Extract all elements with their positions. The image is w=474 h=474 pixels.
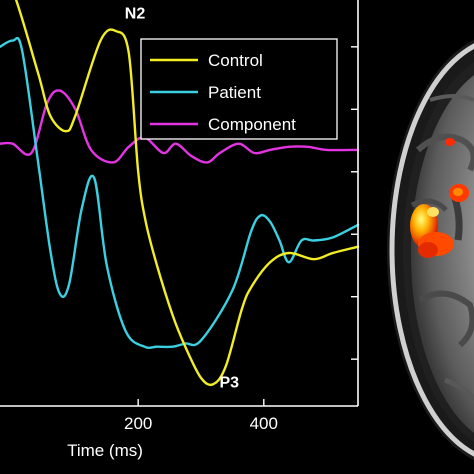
x-tick-label: 200: [124, 414, 152, 433]
legend-label-component: Component: [208, 115, 296, 134]
legend: Control Patient Component: [140, 38, 338, 140]
legend-box: [140, 38, 338, 140]
annotation-p3: P3: [219, 374, 239, 391]
legend-label-patient: Patient: [208, 83, 261, 102]
annotation-n2: N2: [125, 6, 146, 23]
series-layer: [0, 0, 360, 387]
series-line-control: [14, 0, 360, 387]
activation-clusters: [410, 138, 469, 258]
x-axis-label: Time (ms): [67, 441, 143, 460]
x-tick-label: 400: [250, 414, 278, 433]
annotation-layer: N2 P3: [125, 6, 239, 392]
erp-line-chart: 200 400 N2 P3 Control Patient Component Time…: [0, 0, 360, 460]
legend-label-control: Control: [208, 51, 263, 70]
series-line-patient: [0, 36, 360, 350]
axis-layer: 200 400: [0, 0, 359, 433]
brain-mri-image: [368, 0, 474, 474]
series-line-component: [0, 89, 360, 164]
